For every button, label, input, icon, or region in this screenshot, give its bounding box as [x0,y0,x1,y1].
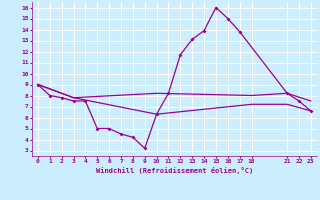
X-axis label: Windchill (Refroidissement éolien,°C): Windchill (Refroidissement éolien,°C) [96,167,253,174]
